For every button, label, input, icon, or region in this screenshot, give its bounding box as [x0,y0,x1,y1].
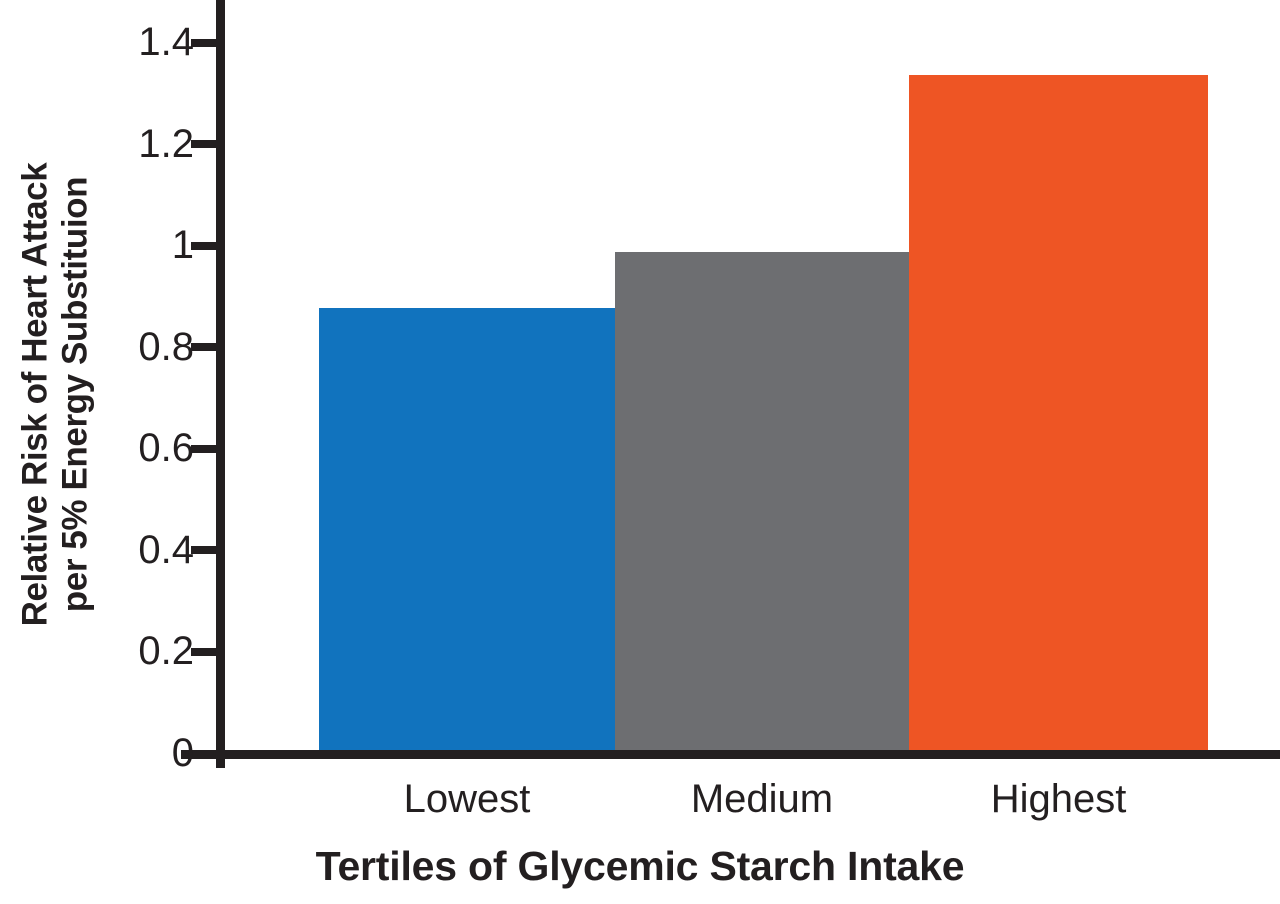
y-tick-mark-1.2 [191,140,221,148]
y-tick-mark-1 [191,242,221,250]
y-tick-label-0.8: 0.8 [138,325,194,369]
y-tick-label-0.4: 0.4 [138,528,194,572]
y-tick-mark-0.6 [191,445,221,453]
y-tick-mark-0.8 [191,343,221,351]
x-axis-title: Tertiles of Glycemic Starch Intake [315,843,965,889]
y-tick-mark-0.4 [191,546,221,554]
y-tick-label-0.2: 0.2 [138,629,194,673]
x-axis-spine [181,750,1280,759]
y-tick-label-0: 0 [171,731,194,775]
bar-highest[interactable] [909,74,1208,754]
x-tick-label-lowest: Lowest [403,777,531,821]
y-tick-label-1.2: 1.2 [138,122,194,166]
y-axis-spine [216,0,225,768]
y-tick-label-1.4: 1.4 [138,20,194,64]
bar-lowest[interactable] [319,307,615,754]
x-tick-label-medium: Medium [690,777,834,821]
x-tick-label-highest: Highest [990,777,1127,821]
y-tick-label-1: 1 [171,223,194,267]
y-tick-mark-0.2 [191,648,221,656]
y-tick-mark-1.4 [191,39,221,47]
bar-medium[interactable] [615,252,909,754]
y-tick-label-0.6: 0.6 [138,426,194,470]
